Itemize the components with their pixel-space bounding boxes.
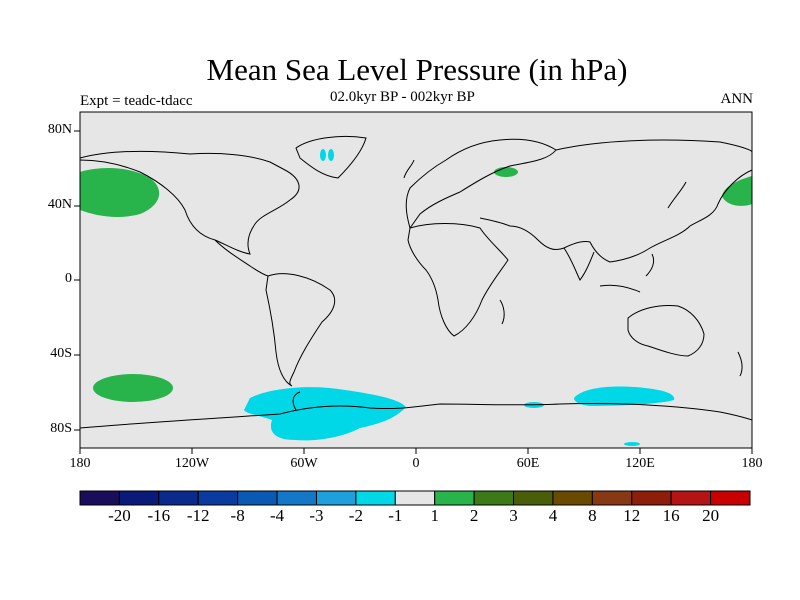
- patch-north-pacific-west: [80, 168, 160, 217]
- colorbar-tick-label: -2: [348, 506, 363, 525]
- coast-new-zealand: [737, 351, 743, 377]
- lon-label: 60E: [516, 456, 540, 471]
- coast-antarctic-peninsula: [292, 391, 301, 411]
- colorbar-tick-label: 20: [702, 506, 720, 525]
- colorbar-tick-label: 2: [469, 506, 479, 525]
- coast-south-america: [265, 273, 336, 387]
- colorbar-swatch: [355, 490, 396, 506]
- colorbar-tick-label: -8: [230, 506, 245, 525]
- colorbar-swatch: [552, 490, 593, 506]
- lat-label: 0: [65, 271, 72, 286]
- colorbar-swatch: [315, 490, 357, 506]
- lat-ticks: [74, 130, 80, 431]
- coast-greenland: [295, 135, 367, 179]
- colorbar-swatch: [473, 490, 515, 506]
- map-subtitle: 02.0kyr BP - 002kyr BP: [330, 89, 475, 105]
- coast-central-america: [214, 239, 269, 277]
- colorbar-swatch: [237, 490, 278, 506]
- colorbar-tick-label: -1: [388, 506, 403, 525]
- lat-label: 80S: [50, 421, 72, 436]
- patch-antarctic-tip: [624, 442, 640, 446]
- coast-asia: [479, 139, 753, 263]
- lon-label: 120W: [174, 456, 210, 471]
- colorbar: [79, 490, 751, 506]
- colorbar-tick-label: -20: [108, 506, 131, 525]
- patch-antarctic-west: [244, 387, 406, 441]
- colorbar-tick-label: 4: [548, 506, 558, 525]
- colorbar-swatch: [197, 490, 239, 506]
- lon-label: 60W: [290, 456, 318, 471]
- colorbar-swatch: [394, 490, 436, 506]
- coast-indonesia: [599, 253, 655, 293]
- lon-label: 180: [69, 456, 91, 471]
- colorbar-tick-label: 12: [623, 506, 641, 525]
- coast-madagascar: [499, 299, 505, 325]
- coastlines: [79, 135, 753, 429]
- patch-greenland-2: [328, 149, 334, 161]
- coast-europe: [405, 138, 557, 230]
- colorbar-tick-label: -3: [309, 506, 324, 525]
- season-label: ANN: [720, 91, 754, 107]
- lon-label: 180: [741, 456, 763, 471]
- lat-label: 80N: [47, 122, 72, 137]
- colorbar-tick-label: -4: [269, 506, 285, 525]
- colorbar-swatch: [434, 490, 475, 506]
- lon-ticks: [79, 448, 753, 454]
- colorbar-swatch: [158, 490, 199, 506]
- colorbar-tick-label: -16: [147, 506, 171, 525]
- experiment-label: Expt = teadc-tdacc: [80, 93, 193, 109]
- colorbar-swatch: [591, 490, 633, 506]
- anomaly-patches: [80, 149, 752, 446]
- colorbar-swatch: [670, 490, 712, 506]
- coast-japan: [667, 181, 687, 209]
- colorbar-swatch: [276, 490, 317, 506]
- patch-antarctic-east: [574, 386, 675, 406]
- colorbar-swatch: [631, 490, 672, 506]
- colorbar-tick-label: 3: [509, 506, 518, 525]
- colorbar-swatch: [710, 490, 751, 506]
- map-title: Mean Sea Level Pressure (in hPa): [206, 52, 628, 87]
- coast-australia: [627, 305, 705, 357]
- colorbar-tick-label: 1: [430, 506, 439, 525]
- colorbar-tick-label: -12: [186, 506, 210, 525]
- colorbar-swatch: [513, 490, 554, 506]
- lat-label: 40S: [50, 346, 72, 361]
- patch-north-pacific-east: [722, 176, 752, 206]
- coast-india: [563, 247, 595, 281]
- coast-antarctica: [79, 402, 753, 429]
- lon-label: 0: [412, 456, 420, 471]
- coast-africa: [407, 223, 509, 337]
- colorbar-swatch: [79, 490, 120, 506]
- lat-label: 40N: [47, 197, 72, 212]
- patch-greenland-1: [320, 149, 326, 161]
- lon-label: 120E: [625, 456, 655, 471]
- colorbar-tick-label: 8: [588, 506, 597, 525]
- coast-north-america: [79, 150, 300, 255]
- colorbar-swatch: [118, 490, 160, 506]
- colorbar-tick-label: 16: [662, 506, 680, 525]
- coast-uk: [403, 159, 415, 179]
- patch-south-pacific: [93, 374, 173, 402]
- patch-caspian: [494, 167, 518, 177]
